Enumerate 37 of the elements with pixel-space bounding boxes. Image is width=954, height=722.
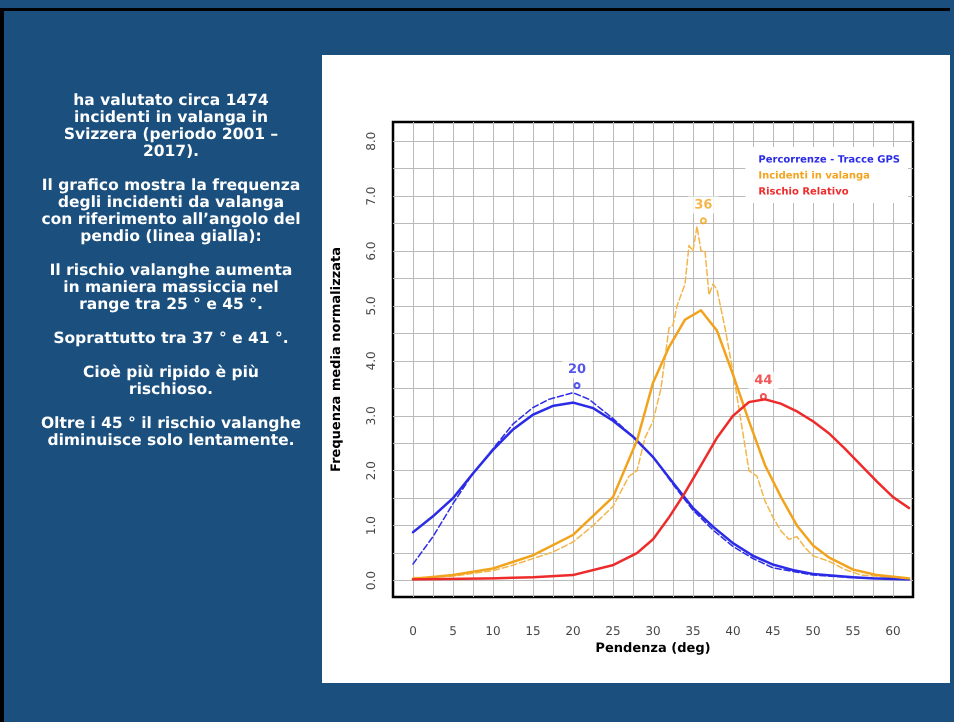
x-tick-label: 30 xyxy=(645,624,661,638)
text: Oltre i 45 ° il rischio valanghe diminuisce solo lentamente. xyxy=(40,414,302,449)
text: Incidenti in valanga xyxy=(758,170,870,182)
annotation: 20 xyxy=(568,362,586,378)
y-tick-label: 5.0 xyxy=(364,296,378,316)
y-tick-label: 4.0 xyxy=(364,351,378,370)
x-tick-label: 0 xyxy=(409,624,417,638)
y-tick-label: 7.0 xyxy=(364,186,378,206)
x-tick-label: 50 xyxy=(805,624,821,638)
annotation: 44 xyxy=(754,373,772,388)
x-axis-title: Pendenza (deg) xyxy=(595,640,711,656)
x-tick-label: 55 xyxy=(845,624,861,638)
line-series xyxy=(412,309,910,580)
text: Percorrenze - Tracce GPS xyxy=(758,154,900,166)
text: ha valutato circa 1474 incidenti in valanga in Svizzera (periodo 2001 – 2017). xyxy=(62,91,280,160)
text: Rischio Relativo xyxy=(758,186,849,198)
x-tick-label: 20 xyxy=(565,624,581,638)
x-tick-label: 60 xyxy=(885,624,901,638)
y-tick-label: 0.0 xyxy=(364,570,378,590)
text: Soprattutto tra 37 ° e 41 °. xyxy=(52,329,290,347)
y-tick-label: 1.0 xyxy=(364,516,378,536)
y-tick-label: 3.0 xyxy=(364,406,378,426)
text: Il grafico mostra la frequenza degli incidenti da valanga con riferimento all’angolo del pendio (linea gialla): xyxy=(40,176,302,245)
x-tick-label: 15 xyxy=(525,624,541,638)
x-tick-label: 25 xyxy=(605,624,621,638)
y-tick-label: 8.0 xyxy=(364,132,378,151)
annotation: 36 xyxy=(694,197,712,212)
x-tick-label: 40 xyxy=(725,624,741,638)
x-tick-label: 35 xyxy=(685,624,701,638)
text: Cioè più ripido è più rischioso. xyxy=(82,363,260,398)
y-tick-label: 2.0 xyxy=(364,461,378,480)
y-axis-title: Frequenza media normalizzata xyxy=(329,247,344,472)
x-tick-label: 5 xyxy=(449,624,457,638)
y-tick-label: 6.0 xyxy=(364,242,378,261)
x-tick-label: 45 xyxy=(765,624,781,638)
x-tick-label: 10 xyxy=(485,624,501,638)
text: Il rischio valanghe aumenta in maniera massiccia nel range tra 25 ° e 45 °. xyxy=(48,261,294,313)
